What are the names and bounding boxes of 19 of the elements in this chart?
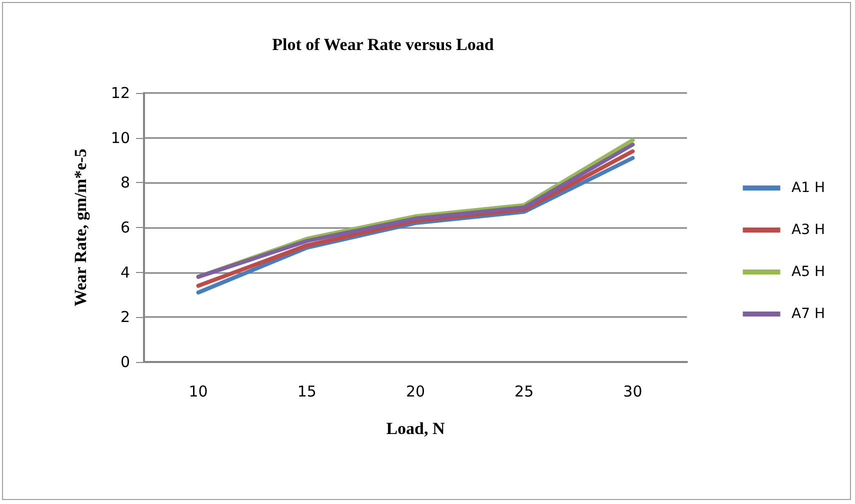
x-tick-label: 10 [188, 382, 208, 400]
legend-label: A1 H [792, 180, 826, 196]
y-tick-label: 10 [110, 128, 130, 147]
y-tick-label: 12 [110, 84, 130, 102]
x-tick-label: 20 [406, 382, 426, 400]
y-tick-label: 8 [120, 174, 130, 192]
y-axis-title: Wear Rate, gm/m*e-5 [71, 148, 90, 306]
x-tick-label: 15 [297, 382, 316, 400]
y-tick-label: 6 [120, 218, 130, 236]
legend-label: A5 H [792, 264, 826, 280]
legend-label: A3 H [792, 222, 826, 238]
y-tick-label: 4 [120, 263, 130, 282]
legend-label: A7 H [792, 306, 826, 322]
y-tick-label: 0 [120, 353, 130, 371]
x-axis-title: Load, N [386, 419, 446, 438]
x-tick-label: 30 [623, 382, 642, 400]
chart-title: Plot of Wear Rate versus Load [272, 35, 494, 54]
x-tick-label: 25 [514, 382, 534, 400]
y-tick-label: 2 [120, 308, 130, 326]
